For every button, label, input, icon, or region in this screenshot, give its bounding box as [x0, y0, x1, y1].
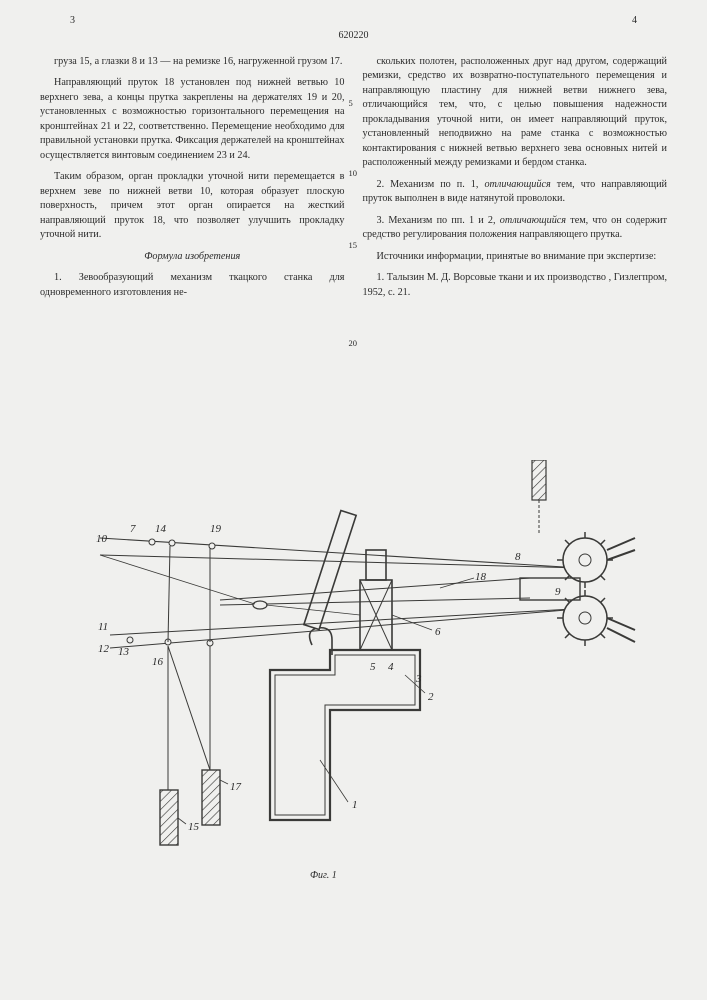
fig-label: 9 [555, 586, 561, 598]
left-column: груза 15, а глазки 8 и 13 — на ремизке 1… [40, 55, 345, 307]
fig-label: 14 [155, 523, 167, 535]
fig-label: 10 [96, 533, 108, 545]
paragraph: груза 15, а глазки 8 и 13 — на ремизке 1… [40, 55, 345, 69]
fig-label: 7 [130, 523, 136, 535]
technical-figure: 1 2 3 4 5 6 7 8 9 10 11 12 13 14 15 16 1… [60, 460, 640, 860]
sources-heading: Источники информации, принятые во вниман… [363, 250, 668, 264]
fig-label: 4 [388, 661, 394, 673]
line-number: 20 [349, 337, 358, 349]
fig-label: 18 [475, 571, 487, 583]
paragraph: 1. Зевообразующий механизм ткацкого стан… [40, 271, 345, 300]
paragraph: Направляющий пруток 18 установлен под ни… [40, 76, 345, 163]
fig-label: 19 [210, 523, 222, 535]
paragraph: 2. Механизм по п. 1, отличающийся тем, ч… [363, 178, 668, 207]
fig-label: 2 [428, 691, 434, 703]
line-number: 15 [349, 239, 358, 251]
fig-label: 8 [515, 551, 521, 563]
line-number: 10 [349, 167, 358, 179]
fig-label: 12 [98, 643, 110, 655]
paragraph: скольких полотен, расположенных друг над… [363, 55, 668, 171]
paragraph: 1. Талызин М. Д. Ворсовые ткани и их про… [363, 271, 668, 300]
page-number-right: 4 [632, 15, 637, 26]
fig-label: 3 [415, 673, 422, 685]
formula-heading: Формула изобретения [40, 250, 345, 264]
fig-label: 6 [435, 626, 441, 638]
fig-label: 13 [118, 646, 130, 658]
fig-label: 1 [352, 799, 358, 811]
paragraph: Таким образом, орган прокладки уточной н… [40, 170, 345, 242]
figure-caption: Фиг. 1 [310, 870, 337, 881]
fig-label: 5 [370, 661, 376, 673]
fig-label: 17 [230, 781, 242, 793]
fig-label: 15 [188, 821, 200, 833]
page-number-left: 3 [70, 15, 75, 26]
document-number: 620220 [40, 30, 667, 41]
paragraph: 3. Механизм по пп. 1 и 2, отличающийся т… [363, 214, 668, 243]
fig-label: 11 [98, 621, 108, 633]
text-columns: груза 15, а глазки 8 и 13 — на ремизке 1… [40, 55, 667, 307]
right-column: 5 10 15 20 скольких полотен, расположенн… [363, 55, 668, 307]
fig-label: 16 [152, 656, 164, 668]
line-number: 5 [349, 97, 353, 109]
